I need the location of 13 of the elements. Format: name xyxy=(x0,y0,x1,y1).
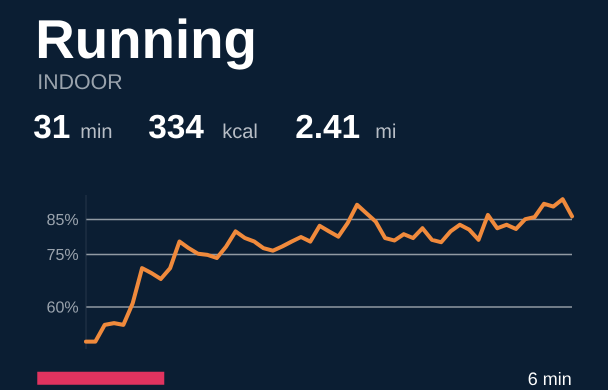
chart-title: Running xyxy=(38,18,254,70)
line-series xyxy=(84,197,574,344)
y-tick-label: 60% xyxy=(47,301,78,313)
text: mi xyxy=(376,124,396,138)
text: min xyxy=(82,124,112,138)
text: 6 min xyxy=(528,372,571,386)
y-tick-label: 85% xyxy=(47,214,78,226)
text: kcal xyxy=(224,124,256,138)
text: 2.41 xyxy=(296,114,360,138)
text: 334 xyxy=(149,114,204,138)
chart-subtitle: INDOOR xyxy=(39,74,122,90)
text: 31 xyxy=(34,114,70,138)
y-tick-label: 75% xyxy=(47,248,78,260)
